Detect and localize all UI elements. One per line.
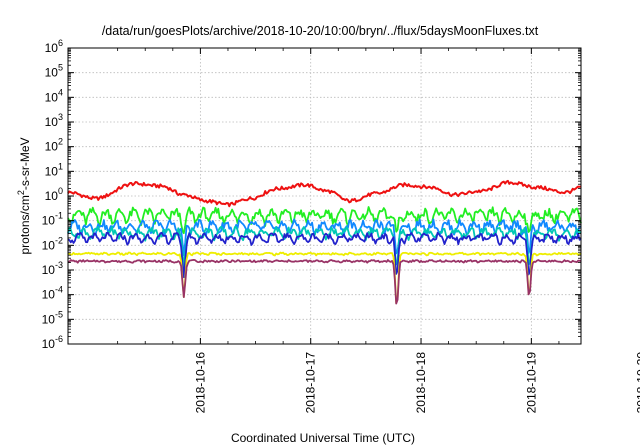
x-tick-label: 2018-10-20 [635, 352, 640, 414]
x-tick-label: 2018-10-17 [304, 352, 318, 414]
chart-title: /data/run/goesPlots/archive/2018-10-20/1… [102, 24, 539, 38]
y-tick-label: 10-4 [42, 285, 63, 302]
x-tick-label: 2018-10-16 [193, 352, 207, 414]
series-line [68, 251, 582, 304]
y-tick-label: 103 [45, 112, 63, 129]
x-axis-ticks: 2018-10-16 2018-10-17 2018-10-18 2018-10-19… [117, 48, 640, 414]
x-tick-label: 2018-10-18 [414, 352, 428, 414]
y-tick-label: 105 [45, 63, 63, 80]
grid [68, 48, 581, 344]
y-tick-label: 10-6 [42, 334, 63, 351]
y-tick-label: 101 [45, 161, 63, 178]
y-tick-label: 104 [45, 87, 63, 104]
y-tick-label: 102 [45, 137, 63, 154]
series-line [67, 206, 582, 235]
series-line [67, 258, 582, 305]
y-tick-label: 10-1 [42, 211, 63, 228]
y-tick-label: 106 [45, 38, 63, 55]
y-axis-ticks: 10-6 10-5 10-4 10-3 10-2 10-1 100 101 102 103 104 1… [42, 38, 581, 351]
y-tick-label: 100 [45, 186, 63, 203]
y-axis-label: protons/cm2-s-sr-MeV [16, 137, 32, 254]
y-tick-label: 10-2 [42, 235, 63, 252]
series-line [67, 179, 582, 208]
y-tick-label: 10-5 [42, 309, 63, 326]
series-layer [67, 179, 582, 305]
x-axis-label: Coordinated Universal Time (UTC) [231, 431, 415, 445]
series-line [67, 231, 582, 279]
x-tick-label: 2018-10-19 [524, 352, 538, 414]
y-tick-label: 10-3 [42, 260, 63, 277]
